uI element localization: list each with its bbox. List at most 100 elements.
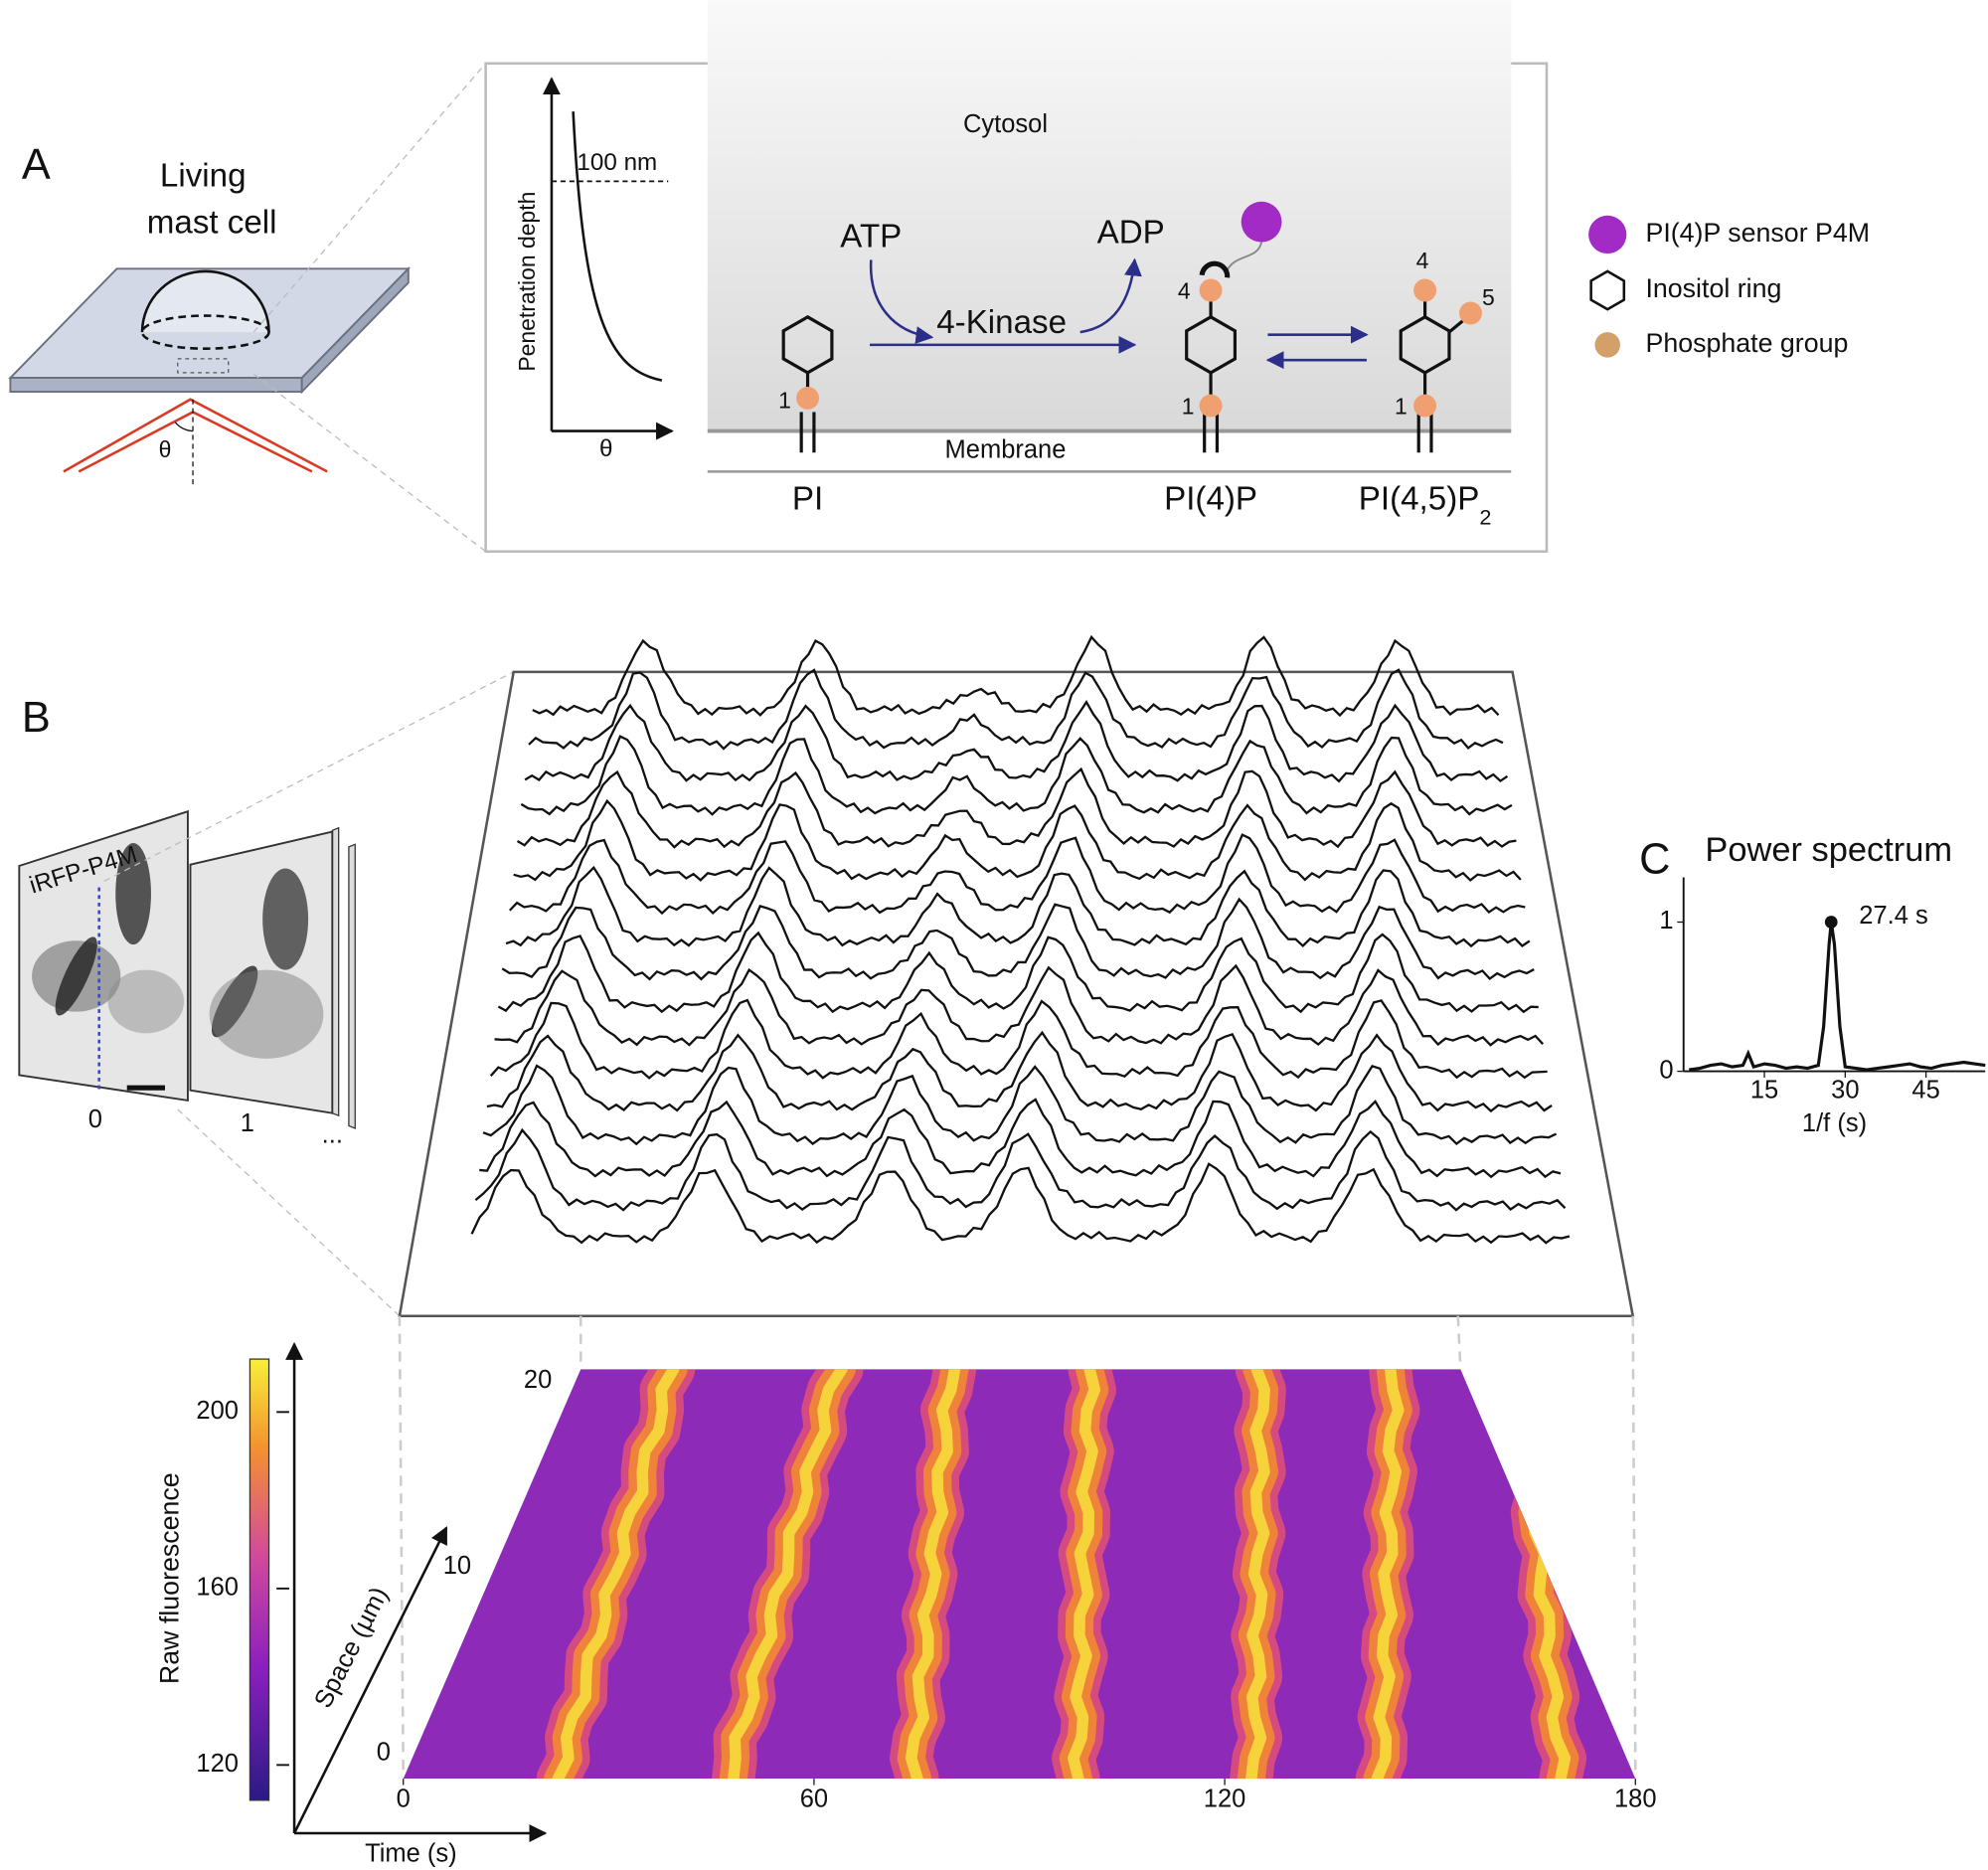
inositol-ring [1185,314,1238,375]
trace [528,668,1504,751]
peak-marker [1824,916,1838,929]
colorbar-label: Raw fluorescence [154,1472,184,1684]
trace [532,634,1500,718]
wave-streak [552,1369,680,1780]
phosphate [1199,278,1223,302]
inositol-ring [781,314,834,375]
x-axis-label: 1/f (s) [1802,1109,1867,1137]
product-label: ADP [1097,215,1165,252]
slide [8,266,412,395]
zoom-line [252,63,487,333]
phosphate [796,386,820,410]
trace [474,1127,1567,1212]
trace [513,798,1522,882]
trace [505,865,1531,948]
x-tick-label: 120 [1204,1785,1246,1813]
colorbar-tick-label: 160 [196,1574,239,1602]
x-tick-label: 45 [1911,1077,1939,1105]
image-stack [18,809,356,1129]
site-label: 4 [1416,248,1429,273]
phosphate [1199,394,1223,418]
site-label: 1 [778,387,791,413]
peak-label: 27.4 s [1859,902,1927,930]
reaction-arrows [869,257,1369,370]
connector-lines [398,1315,1637,1776]
trace [509,833,1526,916]
inset-axes [543,77,674,440]
waterfall-frame [398,670,1635,1317]
panel-label: B [22,694,51,742]
frame-label: ... [322,1120,343,1148]
colorbar [248,1358,270,1801]
trace [489,998,1548,1080]
trace [501,897,1535,981]
angle-label: θ [159,436,172,462]
inset-y-label: Penetration depth [514,192,540,372]
legend-label: PI(4)P sensor P4M [1645,218,1870,248]
substrate-label: ATP [840,218,902,255]
kymograph [403,1369,1636,1780]
molecule-name: PI [792,480,823,517]
legend-label: Phosphate group [1645,328,1848,358]
light-rays [63,398,328,473]
molecule-subscript: 2 [1479,504,1491,529]
wave-streak [1371,1369,1405,1780]
legend-symbol [1594,332,1620,358]
wave-streak [728,1369,848,1780]
inositol-ring [1399,314,1451,375]
sensor-linker [1226,242,1263,271]
y-tick-label: 1 [1659,907,1673,935]
frame-label: 1 [241,1109,254,1137]
enzyme-label: 4-Kinase [936,304,1067,341]
trace [470,1162,1571,1245]
wave-streak [905,1369,961,1780]
trace [482,1064,1558,1146]
molecule-name: PI(4)P [1164,480,1257,517]
trace [516,766,1517,849]
y-tick-label: 0 [377,1738,391,1766]
trace [486,1030,1553,1113]
legend-symbol [1588,215,1627,255]
molecules [781,278,1482,453]
colorbar-tick-label: 200 [196,1397,239,1425]
panel-label: A [22,141,51,189]
y-axis-label: Space (µm) [309,1583,394,1713]
cytosol-label: Cytosol [963,110,1048,138]
legend-symbol [1589,269,1626,311]
colorbar-tick-label: 120 [196,1750,239,1778]
cell-title: mast cell [147,204,277,241]
axis-arrows [285,1341,548,1842]
site-label: 4 [1178,278,1191,304]
angle-arc [174,422,194,432]
wave-streak [1068,1369,1100,1780]
x-tick-label: 180 [1614,1785,1657,1813]
zoom-line [177,1108,401,1317]
y-tick-label: 0 [1659,1056,1673,1084]
inset-x-label: θ [599,435,612,462]
chart-title: Power spectrum [1705,831,1952,869]
trace [494,963,1545,1047]
panel-label: C [1639,836,1670,884]
wave-streak [1245,1369,1270,1780]
x-tick-label: 15 [1750,1077,1778,1105]
x-tick-label: 30 [1831,1077,1859,1105]
phosphate [1413,278,1437,302]
trace [520,735,1513,816]
trace [479,1098,1562,1179]
trace [524,700,1509,783]
cytosol-region [707,0,1512,431]
molecule-name: PI(4,5)P [1359,480,1480,517]
y-tick-label: 10 [443,1552,471,1580]
site-label: 1 [1395,394,1408,420]
phosphate [1413,394,1437,418]
trace [497,931,1539,1014]
zoom-line [103,671,514,882]
molecule-name: PI(4,5)P2 [1359,480,1492,529]
sensor [1241,201,1282,243]
cell-title: Living [160,157,247,194]
y-tick-label: 20 [524,1366,552,1394]
x-tick-label: 0 [397,1785,411,1813]
x-tick-label: 60 [800,1785,828,1813]
